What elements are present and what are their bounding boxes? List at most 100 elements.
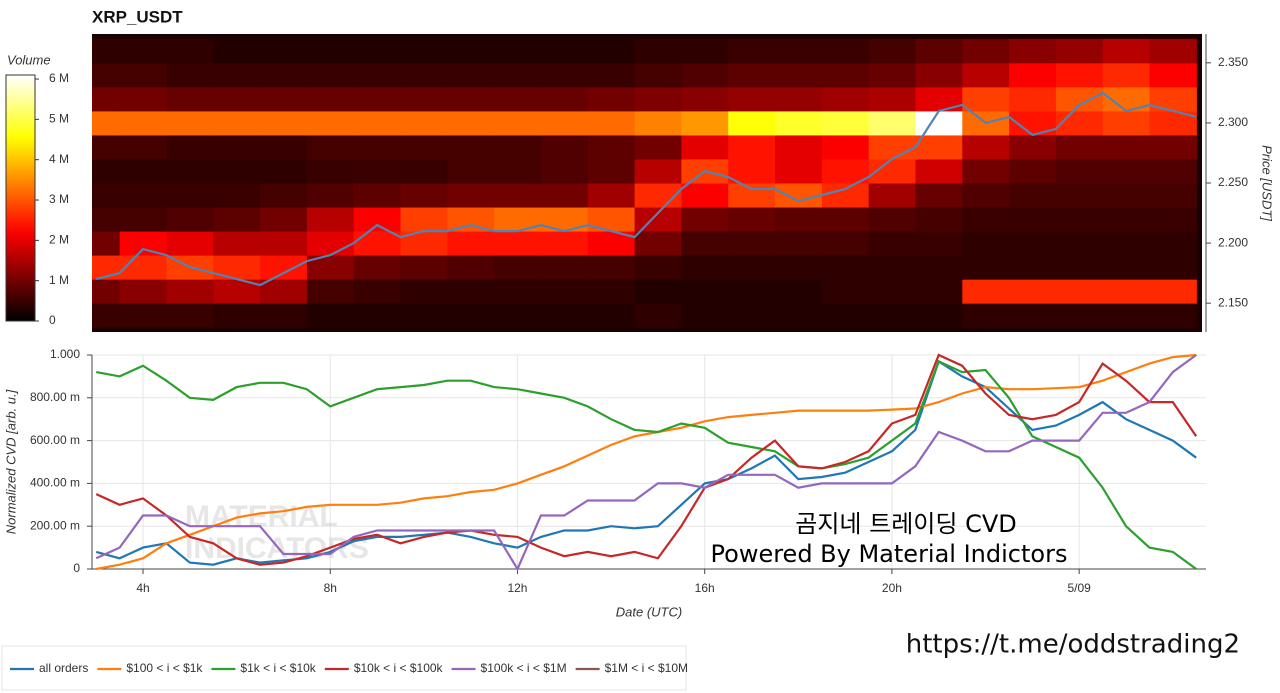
heatmap-cell (306, 303, 355, 328)
heatmap-cell (1102, 303, 1151, 328)
heatmap-cell (92, 207, 121, 232)
y-tick-label: 1.000 (50, 347, 80, 361)
colorbar-title: Volume (7, 52, 51, 67)
heatmap-cell (681, 183, 729, 208)
heatmap-cell (400, 255, 448, 280)
heatmap-cell (306, 62, 355, 88)
heatmap-cell (915, 110, 963, 136)
heatmap-cell (447, 110, 495, 136)
series-line (95, 354, 1197, 572)
y-tick-label: 600.00 m (30, 433, 80, 447)
colorbar-tick-label: 3 M (49, 192, 69, 206)
heatmap-cell (821, 207, 870, 232)
heatmap-cell (587, 86, 636, 112)
heatmap-cell (681, 231, 729, 256)
heatmap-cell (1009, 255, 1057, 280)
heatmap-cell (868, 279, 916, 304)
y-axis-label: Price [USDT] (1260, 145, 1275, 221)
heatmap-cell (213, 303, 261, 328)
heatmap-cell (775, 207, 823, 232)
heatmap-cell (821, 303, 870, 328)
heatmap-cell (821, 158, 870, 184)
heatmap-cell (92, 110, 121, 136)
colorbar-tick-label: 0 (49, 313, 56, 327)
heatmap-cell (400, 158, 448, 184)
heatmap-cell (1102, 134, 1151, 160)
heatmap-cell (166, 231, 214, 256)
heatmap-cell (353, 279, 402, 304)
series-line (96, 359, 1197, 570)
legend-label: all orders (39, 661, 88, 675)
heatmap-cell (634, 158, 682, 184)
heatmap-cell (775, 255, 823, 280)
heatmap-cell (353, 62, 402, 88)
x-tick-label: 4h (136, 581, 149, 595)
heatmap-cell (540, 303, 589, 328)
heatmap-cell (868, 86, 916, 112)
heatmap-cell (821, 62, 870, 88)
heatmap-cell (166, 62, 214, 88)
heatmap-cell (728, 207, 776, 232)
heatmap-cell (1055, 207, 1104, 232)
heatmap-cell (1009, 303, 1057, 328)
heatmap-cell (587, 183, 636, 208)
heatmap-cell (821, 279, 870, 304)
heatmap-cell (775, 62, 823, 88)
heatmap-cell (260, 86, 308, 112)
legend-label: $100 < i < $1k (126, 661, 203, 675)
colorbar (5, 74, 36, 322)
heatmap-cell (353, 86, 402, 112)
heatmap-cell (494, 303, 542, 328)
heatmap-cell (1149, 38, 1197, 64)
heatmap-cell (166, 134, 214, 160)
heatmap-cell (634, 38, 682, 64)
heatmap-cell (1149, 134, 1197, 160)
heatmap-cell (540, 110, 589, 136)
heatmap-cell (260, 183, 308, 208)
heatmap-cell (681, 279, 729, 304)
heatmap-cell (213, 158, 261, 184)
heatmap-cell (1149, 207, 1197, 232)
heatmap-cell (1102, 207, 1151, 232)
heatmap-cell (962, 231, 1010, 256)
heatmap-cell (728, 158, 776, 184)
heatmap-cell (540, 134, 589, 160)
heatmap-cell (306, 279, 355, 304)
heatmap-cell (1149, 279, 1197, 304)
heatmap-cell (213, 86, 261, 112)
heatmap-cell (728, 38, 776, 64)
heatmap-cell (821, 86, 870, 112)
heatmap-cell (1055, 62, 1104, 88)
heatmap-cell (1102, 183, 1151, 208)
footer-link[interactable]: https://t.me/oddstrading2 (906, 630, 1240, 660)
heatmap-cell (1055, 86, 1104, 112)
heatmap-cell (634, 134, 682, 160)
heatmap-cell (213, 183, 261, 208)
heatmap-cell (1149, 183, 1197, 208)
y-axis-label: Normalized CVD [arb. u.] (3, 389, 18, 534)
heatmap-cell (1102, 255, 1151, 280)
heatmap-cell (1102, 110, 1151, 136)
heatmap-cell (1149, 231, 1197, 256)
heatmap-cell (728, 134, 776, 160)
legend-label: $1k < i < $10k (240, 661, 316, 675)
series-line (96, 353, 1197, 571)
heatmap-cell (1009, 134, 1057, 160)
heatmap-cell (400, 134, 448, 160)
heatmap-cell (447, 303, 495, 328)
heatmap-cell (587, 279, 636, 304)
heatmap-cell (775, 38, 823, 64)
heatmap-cell (447, 207, 495, 232)
heatmap-cell (400, 86, 448, 112)
heatmap-cell (260, 158, 308, 184)
heatmap-cell (1055, 279, 1104, 304)
heatmap-cell (92, 86, 121, 112)
heatmap-cell (92, 62, 121, 88)
y-tick-label: 0 (73, 561, 80, 575)
heatmap-cell (775, 279, 823, 304)
heatmap-cell (821, 183, 870, 208)
heatmap (92, 34, 1202, 332)
heatmap-cell (213, 38, 261, 64)
heatmap-cell (1009, 158, 1057, 184)
heatmap-cell (306, 183, 355, 208)
